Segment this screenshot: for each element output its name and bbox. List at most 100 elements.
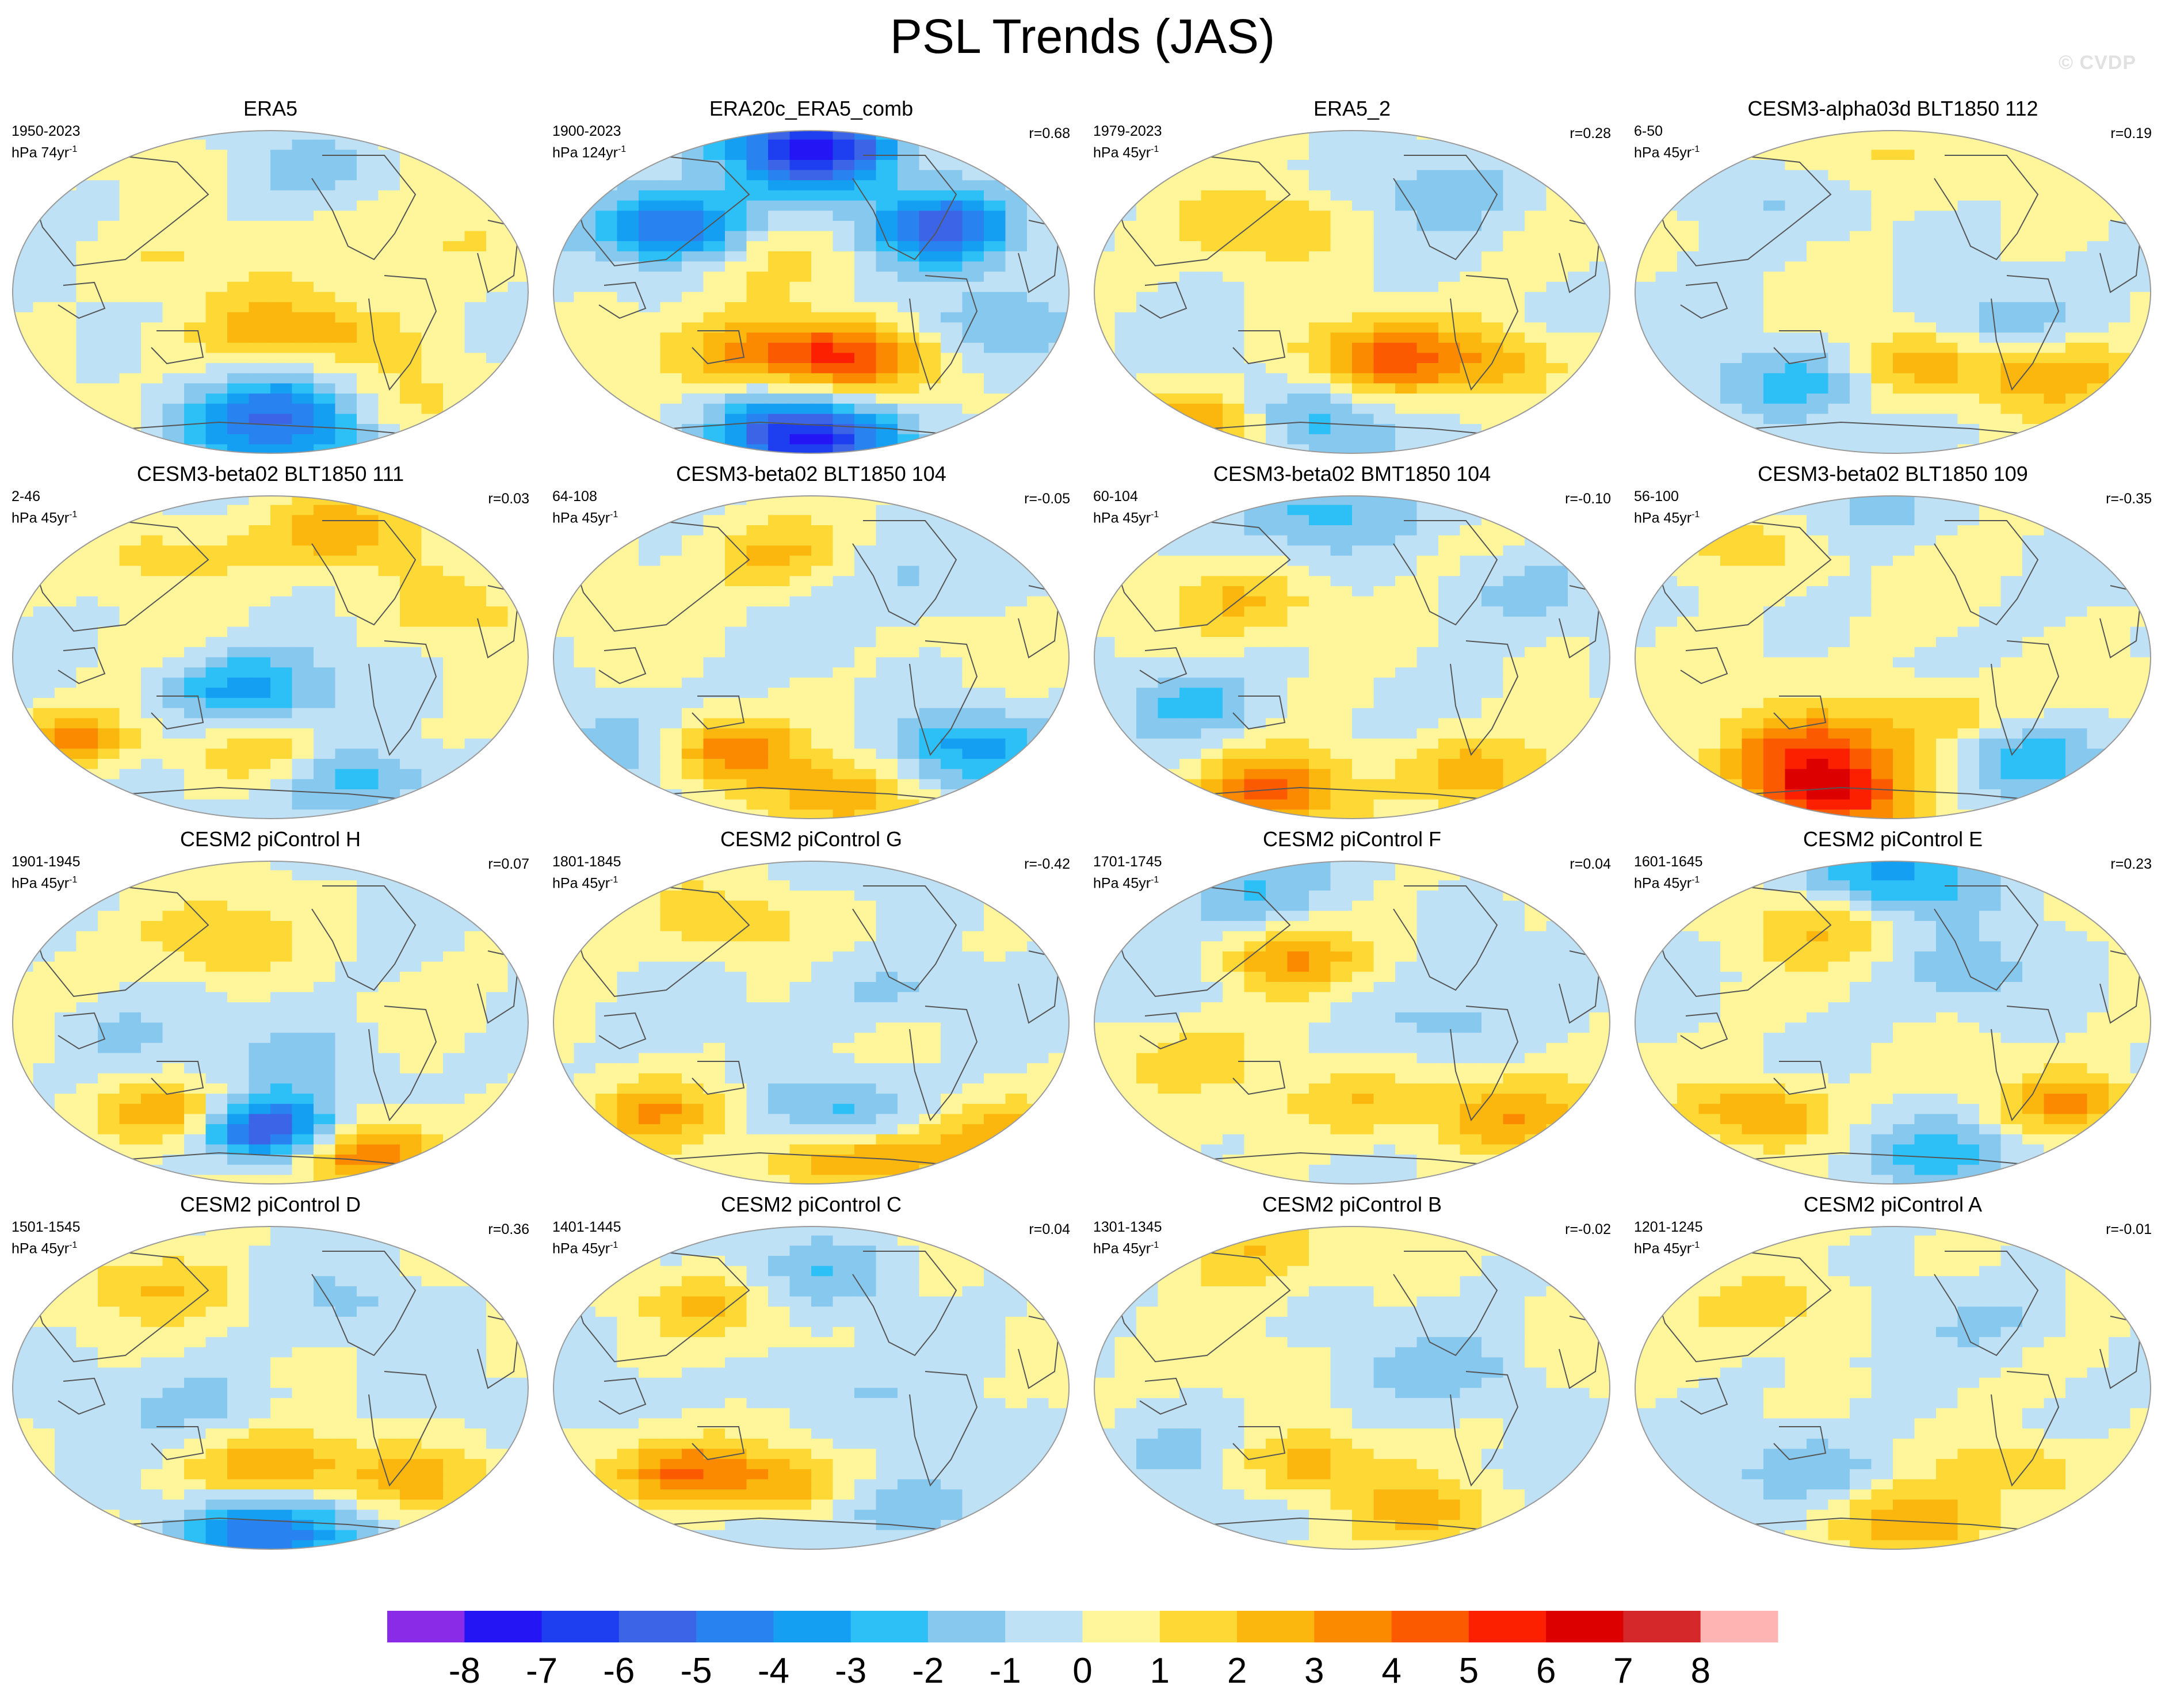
- panel-period: 1979-2023: [1093, 123, 1162, 139]
- psl-trend-map: [1635, 1226, 2151, 1550]
- colorbar-tick-label: -7: [526, 1651, 558, 1691]
- panel-period-units: 1401-1445 hPa 45yr-1: [552, 1218, 621, 1258]
- panel-period-units: 1900-2023 hPa 124yr-1: [552, 123, 626, 162]
- panel-period: 1401-1445: [552, 1219, 621, 1235]
- panel-title: CESM2 piControl H: [180, 827, 361, 851]
- panel-title: ERA5_2: [1313, 97, 1391, 120]
- panel-correlation: r=0.28: [1570, 125, 1611, 142]
- psl-trend-map: [1094, 130, 1610, 454]
- psl-trend-map: [1094, 861, 1610, 1184]
- panel-period: 1201-1245: [1634, 1219, 1703, 1235]
- colorbar: -8 -7 -6 -5 -4 -3 -2 -1 0 1 2 3 4 5 6 7 8: [387, 1611, 1778, 1691]
- panel-units: hPa 45yr-1: [552, 875, 618, 892]
- map-panel: CESM2 piControl H 1901-1945 hPa 45yr-1 r=0.…: [0, 826, 541, 1194]
- psl-trend-map: [553, 495, 1070, 819]
- panel-correlation: r=-0.42: [1024, 856, 1070, 872]
- panel-units-text: hPa 45yr: [1093, 875, 1151, 892]
- map-panel: ERA20c_ERA5_comb 1900-2023 hPa 124yr-1 r=0.…: [541, 95, 1082, 463]
- panel-units-text: hPa 74yr: [12, 144, 70, 161]
- panel-units-text: hPa 45yr: [1634, 875, 1692, 892]
- psl-trend-map: [1094, 495, 1610, 819]
- colorbar-swatch: [541, 1611, 620, 1642]
- map-panel: CESM3-beta02 BMT1850 104 60-104 hPa 45yr-1…: [1082, 460, 1622, 828]
- panel-period-units: 1201-1245 hPa 45yr-1: [1634, 1218, 1703, 1258]
- figure-title: PSL Trends (JAS): [889, 9, 1276, 63]
- panel-correlation: r=0.36: [488, 1221, 529, 1237]
- panel-period: 64-108: [552, 488, 597, 505]
- map-panel: CESM3-beta02 BLT1850 111 2-46 hPa 45yr-1 r=…: [0, 460, 541, 828]
- panel-period-units: 1701-1745 hPa 45yr-1: [1093, 853, 1162, 892]
- colorbar-swatch: [1623, 1611, 1701, 1642]
- panel-units-text: hPa 45yr: [12, 510, 70, 526]
- panel-units: hPa 45yr-1: [12, 1240, 78, 1257]
- panel-period-units: 2-46 hPa 45yr-1: [12, 488, 77, 527]
- colorbar-tick-label: 6: [1536, 1651, 1556, 1691]
- panel-units: hPa 45yr-1: [1634, 875, 1700, 892]
- panel-units-text: hPa 45yr: [1634, 144, 1692, 161]
- colorbar-tick-label: -4: [758, 1651, 789, 1691]
- panel-units: hPa 45yr-1: [552, 510, 618, 526]
- colorbar-tick-label: 1: [1150, 1651, 1170, 1691]
- colorbar-tick-label: 8: [1690, 1651, 1710, 1691]
- panel-units-text: hPa 45yr: [1093, 1240, 1151, 1257]
- panel-units-text: hPa 45yr: [12, 875, 70, 892]
- panel-units-text: hPa 45yr: [552, 510, 610, 526]
- map-panel: CESM2 piControl C 1401-1445 hPa 45yr-1 r=0.…: [541, 1191, 1082, 1559]
- psl-trend-map: [1635, 861, 2151, 1184]
- colorbar-tick-label: 5: [1459, 1651, 1479, 1691]
- map-panel: ERA5_2 1979-2023 hPa 45yr-1 r=0.28: [1082, 95, 1622, 463]
- panel-units-text: hPa 45yr: [552, 875, 610, 892]
- panel-correlation: r=-0.10: [1565, 491, 1611, 507]
- colorbar-tick-label: 4: [1381, 1651, 1401, 1691]
- panel-period-units: 1601-1645 hPa 45yr-1: [1634, 853, 1703, 892]
- colorbar-swatch: [773, 1611, 852, 1642]
- panel-period-units: 1950-2023 hPa 74yr-1: [12, 123, 81, 162]
- panel-period: 1301-1345: [1093, 1219, 1162, 1235]
- panel-title: CESM2 piControl D: [180, 1193, 361, 1216]
- panel-correlation: r=-0.35: [2106, 491, 2152, 507]
- colorbar-swatch: [1314, 1611, 1392, 1642]
- panel-period-units: 6-50 hPa 45yr-1: [1634, 123, 1700, 162]
- colorbar-swatch: [927, 1611, 1006, 1642]
- panel-title: CESM3-beta02 BLT1850 111: [136, 462, 404, 486]
- map-panel: ERA5 1950-2023 hPa 74yr-1: [0, 95, 541, 463]
- psl-trend-map: [1094, 1226, 1610, 1550]
- colorbar-swatch: [464, 1611, 543, 1642]
- panel-correlation: r=0.04: [1570, 856, 1611, 872]
- panel-period: 1601-1645: [1634, 854, 1703, 870]
- panel-units: hPa 45yr-1: [12, 510, 78, 526]
- colorbar-tick-label: -6: [603, 1651, 635, 1691]
- psl-trend-map: [553, 861, 1070, 1184]
- colorbar-swatch: [1546, 1611, 1624, 1642]
- colorbar-tick-label: -8: [449, 1651, 480, 1691]
- colorbar-swatch: [696, 1611, 774, 1642]
- panel-units: hPa 45yr-1: [1634, 1240, 1700, 1257]
- map-panel: CESM2 piControl E 1601-1645 hPa 45yr-1 r=0.…: [1622, 826, 2163, 1194]
- panel-period-units: 1301-1345 hPa 45yr-1: [1093, 1218, 1162, 1258]
- colorbar-swatch: [1082, 1611, 1160, 1642]
- colorbar-tick-label: -1: [990, 1651, 1021, 1691]
- panel-units: hPa 45yr-1: [1634, 510, 1700, 526]
- panel-title: ERA20c_ERA5_comb: [709, 97, 914, 120]
- panel-period-units: 56-100 hPa 45yr-1: [1634, 488, 1700, 527]
- psl-trend-map: [12, 1226, 529, 1550]
- colorbar-tick-label: 0: [1072, 1651, 1092, 1691]
- panel-period: 1950-2023: [12, 123, 81, 139]
- panel-title: CESM3-beta02 BLT1850 109: [1758, 462, 2028, 486]
- map-panel: CESM2 piControl F 1701-1745 hPa 45yr-1 r=0.…: [1082, 826, 1622, 1194]
- panel-title: CESM2 piControl G: [720, 827, 903, 851]
- panel-title: CESM2 piControl F: [1262, 827, 1442, 851]
- colorbar-swatch: [1468, 1611, 1547, 1642]
- panel-units: hPa 45yr-1: [1093, 510, 1159, 526]
- panel-period-units: 1801-1845 hPa 45yr-1: [552, 853, 621, 892]
- panel-title: CESM2 piControl B: [1262, 1193, 1442, 1216]
- colorbar-swatch: [1700, 1611, 1778, 1642]
- panel-title: CESM2 piControl C: [720, 1193, 902, 1216]
- panel-units-text: hPa 45yr: [1634, 1240, 1692, 1257]
- panel-units-text: hPa 45yr: [1093, 510, 1151, 526]
- panel-correlation: r=0.19: [2110, 125, 2152, 142]
- colorbar-swatch: [387, 1611, 465, 1642]
- panel-units: hPa 124yr-1: [552, 144, 627, 161]
- panel-period: 1801-1845: [552, 854, 621, 870]
- panel-correlation: r=0.04: [1029, 1221, 1070, 1237]
